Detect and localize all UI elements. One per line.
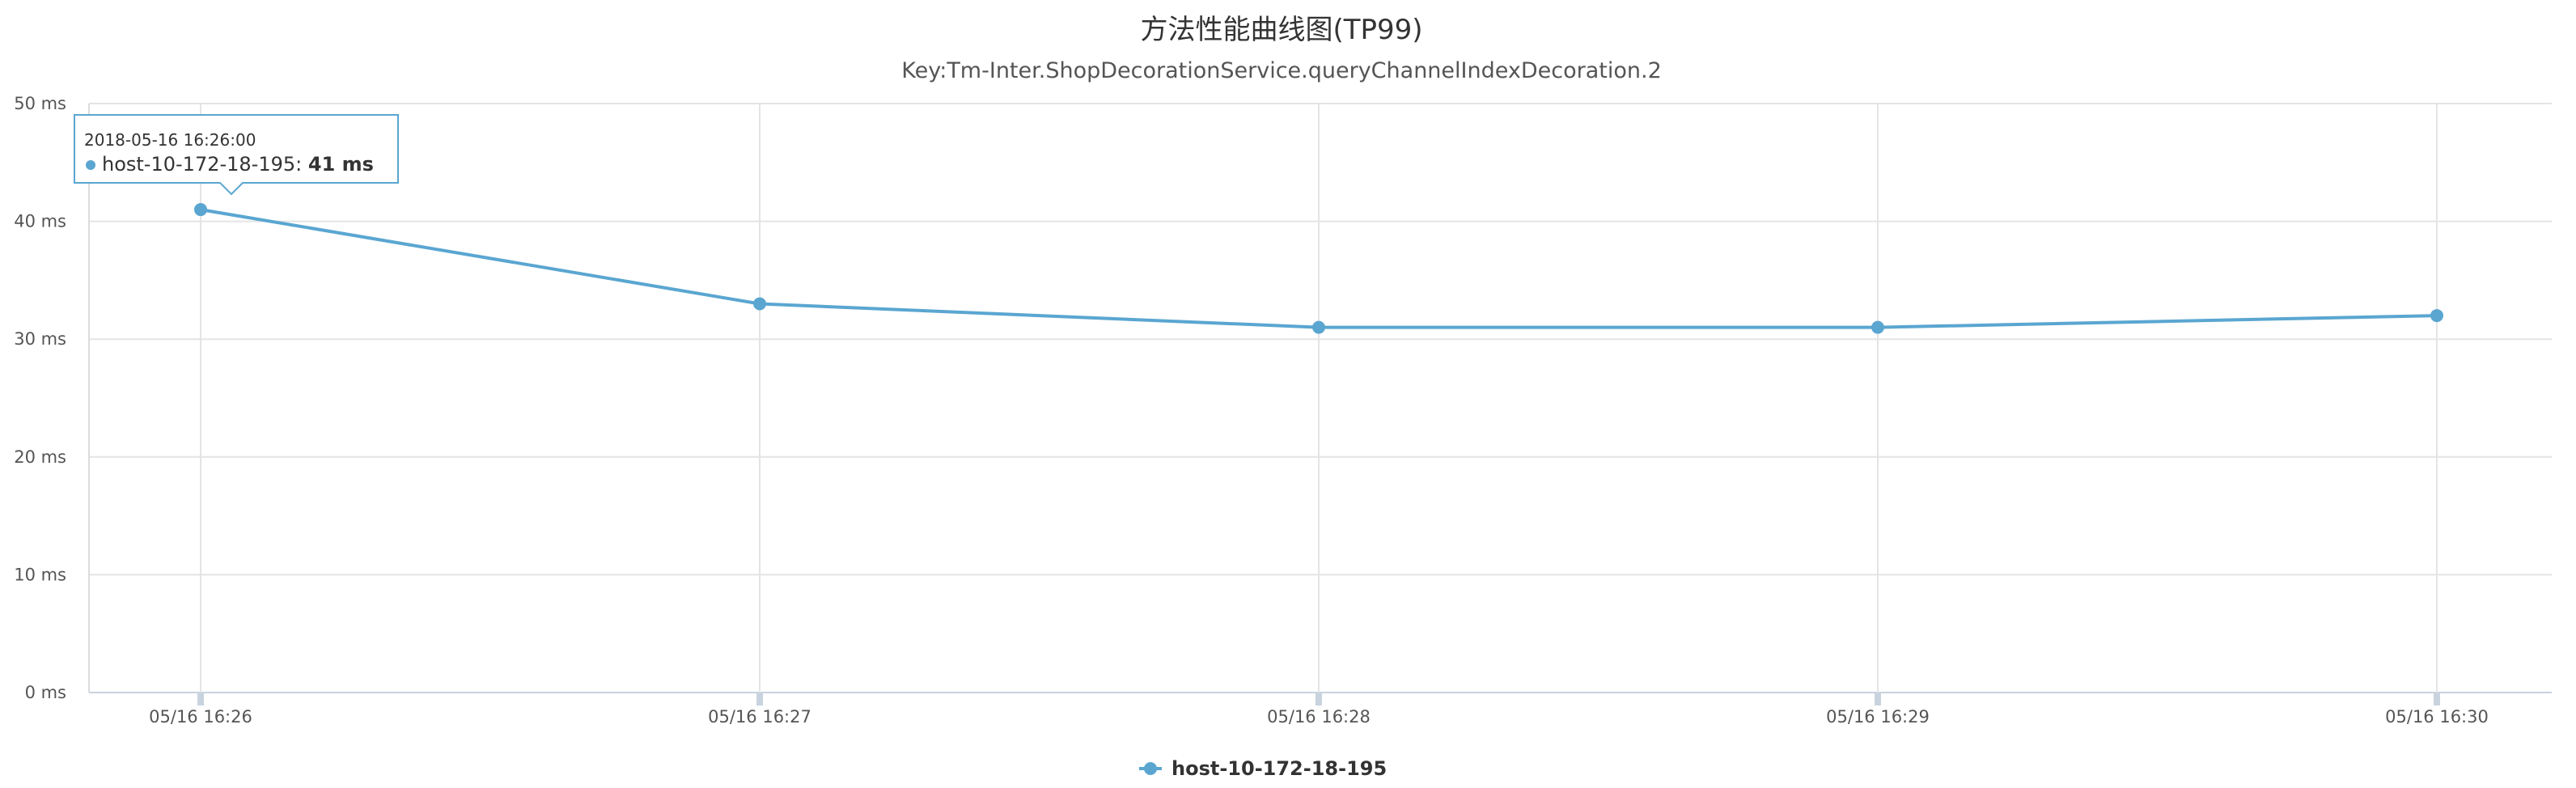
tooltip-box [74, 114, 399, 196]
tooltip-separator: : [295, 153, 308, 176]
x-tick-label: 05/16 16:30 [2385, 707, 2489, 727]
series-layer [194, 203, 2443, 334]
y-tick-label: 10 ms [14, 565, 66, 584]
x-tick-mark [1316, 693, 1322, 705]
chart-title: 方法性能曲线图(TP99) [1140, 14, 1422, 46]
data-point[interactable] [753, 297, 766, 311]
tooltip-series-name: host-10-172-18-195 [102, 153, 295, 176]
y-tick-label: 0 ms [25, 683, 66, 702]
tooltip-value: 41 ms [308, 153, 374, 176]
y-tick-label: 40 ms [14, 212, 66, 231]
x-tick-label: 05/16 16:28 [1267, 707, 1371, 727]
legend-marker-icon [1144, 762, 1157, 775]
x-tick-mark [2434, 693, 2440, 705]
x-tick-label: 05/16 16:26 [149, 707, 252, 727]
chart-subtitle: Key:Tm-Inter.ShopDecorationService.query… [901, 58, 1662, 83]
legend[interactable]: host-10-172-18-195 [1139, 757, 1387, 780]
tooltip-time: 2018-05-16 16:26:00 [84, 130, 256, 150]
y-tick-label: 30 ms [14, 329, 66, 349]
data-point[interactable] [1312, 320, 1325, 334]
tooltip-series-dot-icon [86, 160, 95, 170]
x-tick-mark [1875, 693, 1881, 705]
tooltip: 2018-05-16 16:26:00 host-10-172-18-195: … [74, 114, 399, 196]
x-tick-label: 05/16 16:27 [708, 707, 811, 727]
grid-layer [88, 103, 2552, 693]
data-point[interactable] [2430, 309, 2443, 323]
axis-layer: 0 ms 10 ms 20 ms 30 ms 40 ms 50 ms 05/16 16:26… [14, 94, 2489, 727]
data-point[interactable] [1871, 320, 1884, 334]
tooltip-series-line: host-10-172-18-195: 41 ms [102, 153, 374, 176]
x-tick-label: 05/16 16:29 [1826, 707, 1930, 727]
y-tick-label: 20 ms [14, 447, 66, 467]
x-tick-mark [756, 693, 763, 705]
x-tick-mark [197, 693, 204, 705]
data-point[interactable] [194, 203, 207, 217]
y-tick-label: 50 ms [14, 94, 66, 113]
legend-label: host-10-172-18-195 [1171, 757, 1387, 780]
